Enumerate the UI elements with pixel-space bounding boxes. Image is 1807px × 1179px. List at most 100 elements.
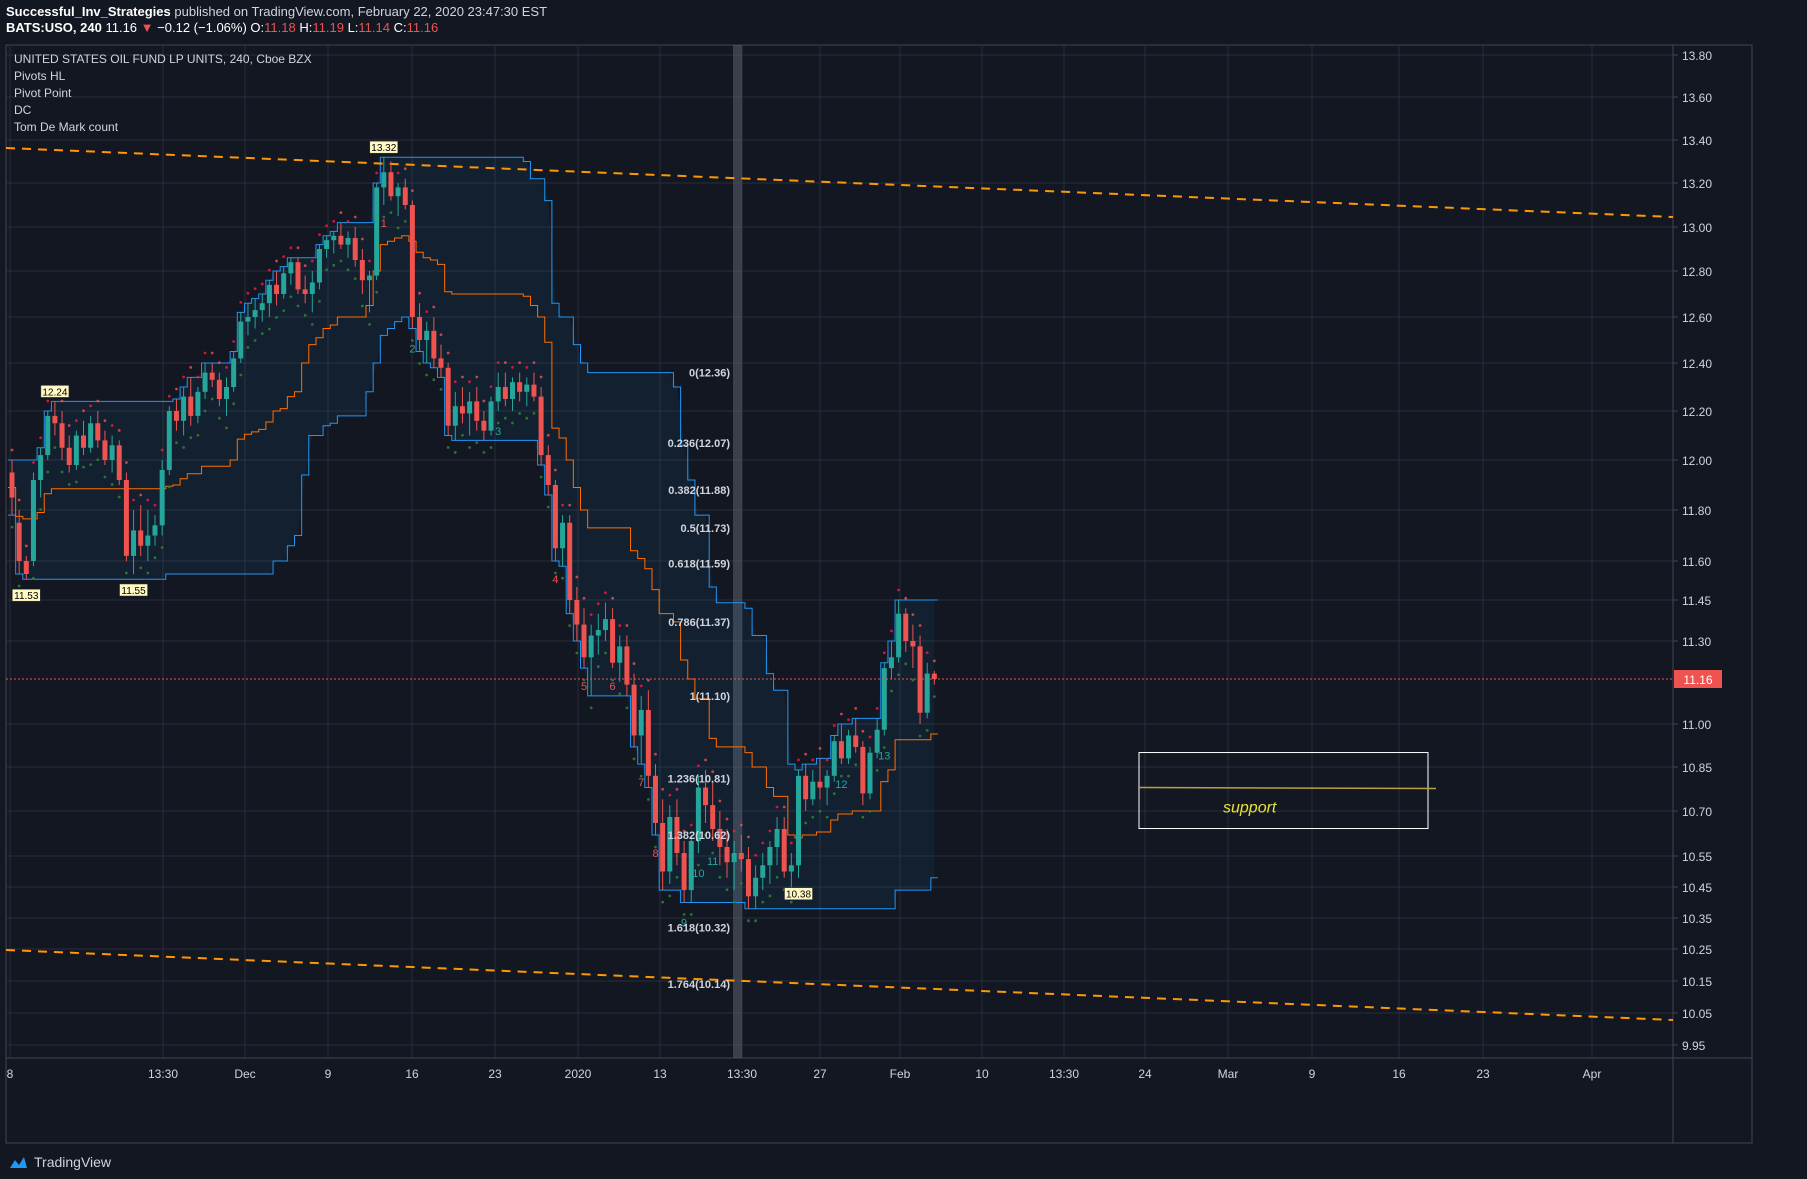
candle-body — [831, 741, 837, 776]
x-tick-label: 8 — [7, 1067, 14, 1081]
candle-body — [252, 310, 258, 317]
candle-body — [16, 522, 22, 561]
author-name[interactable]: Successful_Inv_Strategies — [6, 4, 171, 19]
tradingview-logo[interactable]: TradingView — [6, 1154, 111, 1170]
demark-dot — [82, 465, 85, 469]
demark-dot — [782, 805, 786, 809]
candle-body — [338, 235, 344, 245]
candle-body — [760, 865, 766, 878]
candle-body — [567, 522, 573, 600]
demark-dot — [489, 385, 493, 388]
y-tick-label: 10.15 — [1682, 975, 1712, 989]
demark-dot — [875, 706, 879, 710]
y-tick-label: 13.20 — [1682, 177, 1712, 191]
demark-dot — [289, 246, 293, 250]
candle-body — [560, 522, 566, 549]
demark-dot — [103, 419, 107, 422]
demark-dot — [525, 366, 529, 369]
demark-dot — [532, 412, 536, 415]
price-axis[interactable]: 13.80 13.60 13.40 13.20 13.00 12.80 12.60 12.40… — [6, 49, 1722, 1053]
candle-body — [195, 391, 201, 416]
demark-dot — [754, 853, 757, 857]
demark-dot — [275, 316, 278, 319]
demark-dot — [396, 171, 400, 175]
demark-dot — [125, 571, 128, 575]
fib-level-label: 0.236(12.07) — [668, 438, 731, 450]
candle-body — [910, 641, 916, 647]
demark-dot — [360, 237, 364, 241]
low-label: L: — [347, 20, 359, 35]
demark-dot — [825, 815, 829, 819]
demark-dot — [818, 747, 822, 750]
indicator-dc[interactable]: DC — [14, 103, 32, 117]
demark-dot — [468, 446, 471, 449]
demark-dot — [668, 894, 672, 898]
candle-body — [224, 387, 229, 399]
candle-body — [302, 289, 308, 294]
candle-body — [452, 406, 458, 426]
demark-dot — [554, 571, 557, 575]
demark-dot — [461, 433, 464, 437]
demark-dot — [17, 584, 21, 588]
x-tick-label: Dec — [234, 1067, 255, 1081]
y-tick-label: 13.80 — [1682, 49, 1712, 63]
trendlines — [5, 147, 1674, 1021]
demark-dot — [911, 613, 915, 616]
demark-dot — [260, 332, 264, 335]
demark-dot — [668, 793, 672, 797]
demark-dot — [718, 875, 722, 879]
demark-dot — [117, 429, 121, 432]
demark-dot — [446, 446, 450, 449]
candle-body — [774, 829, 780, 847]
candle-body — [145, 535, 151, 546]
demark-count-label: 9 — [681, 918, 687, 930]
x-tick-label: 2020 — [565, 1067, 592, 1081]
candle-body — [495, 387, 501, 402]
close-label: C: — [393, 20, 407, 35]
demark-dot — [32, 461, 35, 464]
demark-dot — [496, 421, 500, 425]
demark-dot — [604, 651, 607, 655]
indicator-pivots-hl[interactable]: Pivots HL — [14, 69, 66, 83]
demark-dot — [804, 752, 808, 756]
demark-dot — [904, 596, 908, 600]
demark-dot — [225, 426, 228, 430]
candle-body — [510, 382, 515, 399]
demark-dot — [575, 575, 579, 579]
demark-dot — [360, 304, 364, 308]
candle-body — [73, 435, 79, 465]
demark-dot — [282, 255, 286, 258]
symbol-name[interactable]: BATS:USO, 240 — [6, 20, 102, 35]
candle-body — [9, 472, 15, 498]
demark-dot — [618, 692, 622, 696]
demark-dot — [596, 665, 600, 668]
demark-dot — [232, 340, 236, 343]
candle-body — [59, 423, 65, 448]
demark-dot — [518, 361, 522, 364]
demark-dot — [139, 566, 143, 570]
y-tick-label: 12.40 — [1682, 357, 1712, 371]
candle-body — [817, 781, 823, 788]
indicator-tom-demark[interactable]: Tom De Mark count — [14, 120, 119, 134]
candle-body — [181, 396, 187, 421]
pivot-label-box — [12, 588, 41, 602]
candle-body — [681, 853, 687, 891]
demark-dot — [217, 416, 221, 420]
time-axis[interactable]: 8 13:30 Dec 9 16 23 2020 13 13:30 27 Feb 10 13:30 24 M… — [7, 1067, 1602, 1081]
demark-dot — [146, 571, 150, 575]
session-highlight — [733, 45, 742, 1058]
published-text: published on TradingView.com, February 2… — [174, 4, 548, 19]
demark-dot — [711, 851, 715, 855]
indicator-pivot-point[interactable]: Pivot Point — [14, 86, 72, 100]
chart-header: Successful_Inv_Strategies published on T… — [0, 0, 1807, 42]
candle-body — [903, 613, 909, 641]
demark-dot — [511, 366, 514, 369]
candle-body — [345, 238, 351, 245]
demark-dot — [96, 458, 100, 462]
support-line — [1138, 786, 1437, 790]
candle-body — [209, 372, 215, 380]
candle-body — [266, 284, 272, 304]
demark-dot — [332, 264, 336, 267]
demark-dot — [167, 394, 171, 398]
